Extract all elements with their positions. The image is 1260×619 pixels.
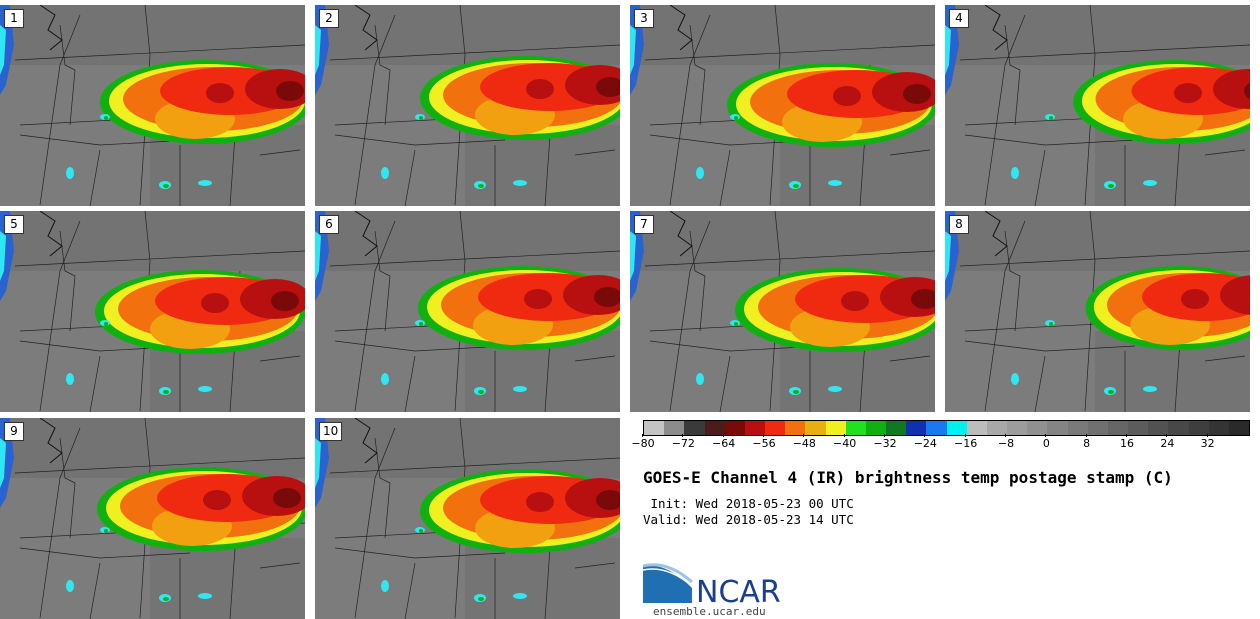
colorbar-swatch: [1087, 421, 1108, 435]
ensemble-member-panel: 4: [945, 5, 1250, 206]
ncar-logo: NCAR: [642, 563, 781, 605]
panel-number: 2: [319, 9, 339, 28]
colorbar-tick-label: 16: [1107, 434, 1147, 450]
colorbar-swatch: [1128, 421, 1149, 435]
satellite-map: [0, 418, 305, 619]
colorbar-swatch: [946, 421, 967, 435]
colorbar: [643, 420, 1250, 436]
convective-cloud-shield: [100, 60, 305, 144]
convective-cloud-shield: [418, 266, 620, 350]
colorbar-swatch: [724, 421, 745, 435]
ensemble-member-panel: 10: [315, 418, 620, 619]
satellite-map: [945, 211, 1250, 412]
colorbar-tick-label: −40: [825, 434, 865, 450]
colorbar-tick-label: −72: [663, 434, 703, 450]
ensemble-member-panel: 6: [315, 211, 620, 412]
satellite-map: [315, 418, 620, 619]
satellite-map: [0, 5, 305, 206]
convective-cloud-shield: [1085, 266, 1250, 350]
satellite-map: [0, 211, 305, 412]
colorbar-tick-label: 24: [1147, 434, 1187, 450]
convective-cloud-shield: [735, 268, 935, 352]
colorbar-tick-label: −8: [986, 434, 1026, 450]
colorbar-swatch: [1067, 421, 1088, 435]
colorbar-swatch: [765, 421, 786, 435]
colorbar-swatch: [805, 421, 826, 435]
satellite-map: [630, 5, 935, 206]
colorbar-swatch: [986, 421, 1008, 435]
ncar-logo-text: NCAR: [696, 575, 781, 605]
colorbar-swatch: [644, 421, 665, 435]
colorbar-swatch: [1027, 421, 1048, 435]
convective-cloud-shield: [420, 469, 620, 553]
ensemble-member-panel: 1: [0, 5, 305, 206]
colorbar-swatch: [704, 421, 725, 435]
colorbar-swatch: [744, 421, 766, 435]
satellite-map: [315, 211, 620, 412]
colorbar-swatch: [1007, 421, 1028, 435]
colorbar-swatch: [906, 421, 927, 435]
convective-cloud-shield: [727, 63, 935, 147]
convective-cloud-shield: [95, 270, 305, 354]
colorbar-tick-label: −32: [865, 434, 905, 450]
colorbar-tick-label: 32: [1188, 434, 1228, 450]
colorbar-swatch: [966, 421, 987, 435]
colorbar-swatch: [664, 421, 685, 435]
state-borders: [14, 418, 305, 619]
colorbar-tick-label: −16: [946, 434, 986, 450]
figure-title: GOES-E Channel 4 (IR) brightness temp po…: [643, 468, 1173, 487]
panel-number: 8: [949, 215, 969, 234]
colorbar-swatch: [886, 421, 907, 435]
convective-cloud-shield: [1073, 60, 1250, 144]
satellite-map: [630, 211, 935, 412]
convective-cloud-shield: [97, 467, 305, 551]
ensemble-member-panel: 7: [630, 211, 935, 412]
colorbar-swatch: [1148, 421, 1169, 435]
small-cells: [696, 320, 842, 395]
colorbar-swatch: [684, 421, 705, 435]
satellite-map: [945, 5, 1250, 206]
panel-number: 3: [634, 9, 654, 28]
init-time: Init: Wed 2018-05-23 00 UTC: [643, 496, 854, 511]
colorbar-swatch: [1047, 421, 1068, 435]
colorbar-swatch: [926, 421, 947, 435]
colorbar-swatch: [845, 421, 866, 435]
colorbar-swatch: [865, 421, 887, 435]
colorbar-tick-label: −80: [623, 434, 663, 450]
ensemble-member-panel: 8: [945, 211, 1250, 412]
panel-number: 9: [4, 422, 24, 441]
colorbar-tick-label: −24: [905, 434, 945, 450]
colorbar-swatch: [1188, 421, 1209, 435]
colorbar-tick-label: −56: [744, 434, 784, 450]
ensemble-member-panel: 5: [0, 211, 305, 412]
panel-number: 7: [634, 215, 654, 234]
colorbar-swatch: [785, 421, 806, 435]
colorbar-tick-label: −48: [784, 434, 824, 450]
colorbar-swatch: [1208, 421, 1229, 435]
panel-number: 1: [4, 9, 24, 28]
colorbar-tick-label: 8: [1067, 434, 1107, 450]
ensemble-member-panel: 3: [630, 5, 935, 206]
colorbar-swatch: [1228, 421, 1250, 435]
panel-number: 6: [319, 215, 339, 234]
colorbar-swatch: [1168, 421, 1189, 435]
colorbar-swatch: [1107, 421, 1129, 435]
ensemble-member-panel: 2: [315, 5, 620, 206]
convective-cloud-shield: [420, 56, 620, 140]
panel-number: 4: [949, 9, 969, 28]
ensemble-member-panel: 9: [0, 418, 305, 619]
colorbar-ticks: −80 −72 −64 −56 −48 −40 −32 −24 −16 −8 0 8 16 24 32: [631, 434, 1248, 457]
colorbar-tick-label: −64: [704, 434, 744, 450]
website-url: ensemble.ucar.edu: [653, 605, 766, 618]
colorbar-tick-label: 0: [1026, 434, 1066, 450]
panel-number: 5: [4, 215, 24, 234]
colorbar-swatch: [825, 421, 846, 435]
satellite-map: [315, 5, 620, 206]
panel-number: 10: [319, 422, 343, 441]
valid-time: Valid: Wed 2018-05-23 14 UTC: [643, 512, 854, 527]
